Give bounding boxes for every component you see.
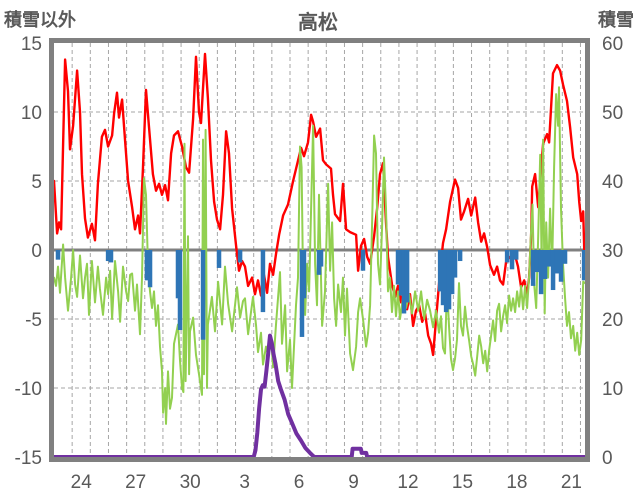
blue-bars — [538, 250, 544, 295]
page-title: 高松 — [298, 12, 338, 34]
blue-bars — [581, 250, 586, 281]
left-axis-tick-label: 10 — [21, 103, 42, 124]
left-axis-tick-label: 0 — [31, 241, 42, 262]
blue-bars — [55, 250, 61, 260]
x-axis-tick-label: 24 — [71, 472, 93, 493]
blue-bars — [395, 250, 401, 285]
blue-bars — [401, 250, 407, 314]
blue-bars — [534, 250, 540, 273]
right-axis-tick-label: 10 — [602, 379, 623, 400]
x-axis-tick-label: 15 — [452, 472, 473, 493]
blue-bars — [318, 250, 324, 267]
blue-bars — [446, 250, 452, 310]
blue-bars — [147, 250, 153, 288]
blue-bars — [542, 250, 548, 279]
x-axis-tick-label: 6 — [294, 472, 305, 493]
series-group — [53, 52, 586, 459]
blue-bars — [513, 250, 519, 260]
green-line — [53, 86, 586, 425]
x-axis-tick-label: 27 — [125, 472, 146, 493]
blue-bars — [404, 250, 410, 303]
right-axis-tick-label: 40 — [602, 172, 623, 193]
left-axis-tick-label: -15 — [15, 448, 42, 469]
blue-bars — [452, 250, 458, 278]
right-axis-tick-label: 60 — [602, 34, 623, 55]
blue-bars — [440, 250, 446, 306]
x-axis-tick-label: 18 — [506, 472, 527, 493]
blue-bars — [237, 250, 243, 263]
blue-bars — [216, 250, 222, 268]
right-axis-title: 積雪 — [598, 10, 634, 30]
left-axis-tick-label: -5 — [25, 310, 42, 331]
left-axis-tick-label: 15 — [21, 34, 42, 55]
blue-bars — [504, 250, 510, 263]
blue-bars — [108, 250, 114, 263]
blue-bars — [449, 250, 455, 295]
blue-bars — [550, 250, 556, 291]
blue-bars — [301, 250, 307, 299]
x-axis-tick-label: 30 — [180, 472, 201, 493]
blue-bars — [443, 250, 449, 313]
plot-border — [49, 38, 590, 462]
left-axis-tick-label: -10 — [15, 379, 42, 400]
purple-line — [53, 333, 586, 459]
right-axis-tick-label: 50 — [602, 103, 623, 124]
blue-bars — [554, 250, 560, 274]
blue-bars — [105, 250, 111, 262]
x-axis-tick-label: 9 — [348, 472, 359, 493]
x-axis-tick-label: 21 — [561, 472, 582, 493]
right-axis-tick-label: 30 — [602, 241, 623, 262]
blue-bars — [200, 250, 206, 340]
blue-bars — [398, 250, 404, 296]
blue-bars — [558, 250, 564, 282]
right-axis-tick-label: 20 — [602, 310, 623, 331]
x-axis-tick-label: 12 — [397, 472, 418, 493]
blue-bars — [177, 250, 183, 331]
blue-bars — [260, 250, 266, 313]
left-axis-title: 積雪以外 — [4, 10, 76, 30]
blue-bars — [457, 250, 463, 262]
blue-bars — [562, 250, 568, 264]
x-axis-tick-label: 3 — [239, 472, 250, 493]
left-axis-tick-label: 5 — [31, 172, 42, 193]
blue-bars — [437, 250, 443, 292]
blue-bars — [530, 250, 536, 286]
blue-bars — [546, 250, 552, 267]
right-axis-tick-label: 0 — [602, 448, 613, 469]
blue-bars — [360, 250, 366, 271]
red-line — [53, 52, 586, 357]
blue-bars — [144, 250, 150, 281]
blue-bars — [509, 250, 515, 270]
